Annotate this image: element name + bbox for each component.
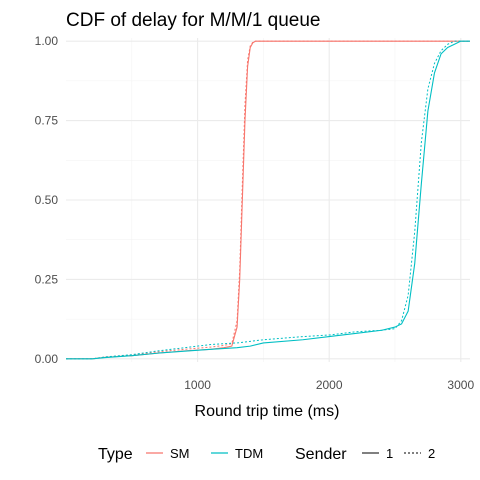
grid: [66, 38, 470, 362]
x-axis-ticks: 1000 2000 3000: [184, 378, 474, 392]
x-tick-label: 1000: [184, 378, 211, 392]
legend-sender-title: Sender: [295, 446, 347, 463]
y-axis-ticks: 0.00 0.25 0.50 0.75 1.00: [35, 34, 59, 366]
chart-title: CDF of delay for M/M/1 queue: [66, 10, 321, 31]
y-tick-label: 0.75: [35, 114, 59, 128]
series-line-tdm-sender-2: [66, 40, 470, 360]
legend: Type SM TDM Sender 1 2: [98, 446, 435, 463]
legend-type-title: Type: [98, 446, 133, 463]
legend-label-sender-2: 2: [428, 446, 435, 461]
x-tick-label: 3000: [447, 378, 474, 392]
y-tick-label: 1.00: [35, 34, 59, 48]
series-line-tdm-sender-1: [66, 40, 470, 360]
legend-label-sm: SM: [170, 446, 190, 461]
x-axis-title: Round trip time (ms): [195, 403, 340, 420]
y-tick-label: 0.25: [35, 272, 59, 286]
x-tick-label: 2000: [316, 378, 343, 392]
legend-label-sender-1: 1: [386, 446, 393, 461]
legend-label-tdm: TDM: [235, 446, 263, 461]
y-tick-label: 0.50: [35, 193, 59, 207]
series-layer: [66, 40, 470, 360]
y-tick-label: 0.00: [35, 352, 59, 366]
